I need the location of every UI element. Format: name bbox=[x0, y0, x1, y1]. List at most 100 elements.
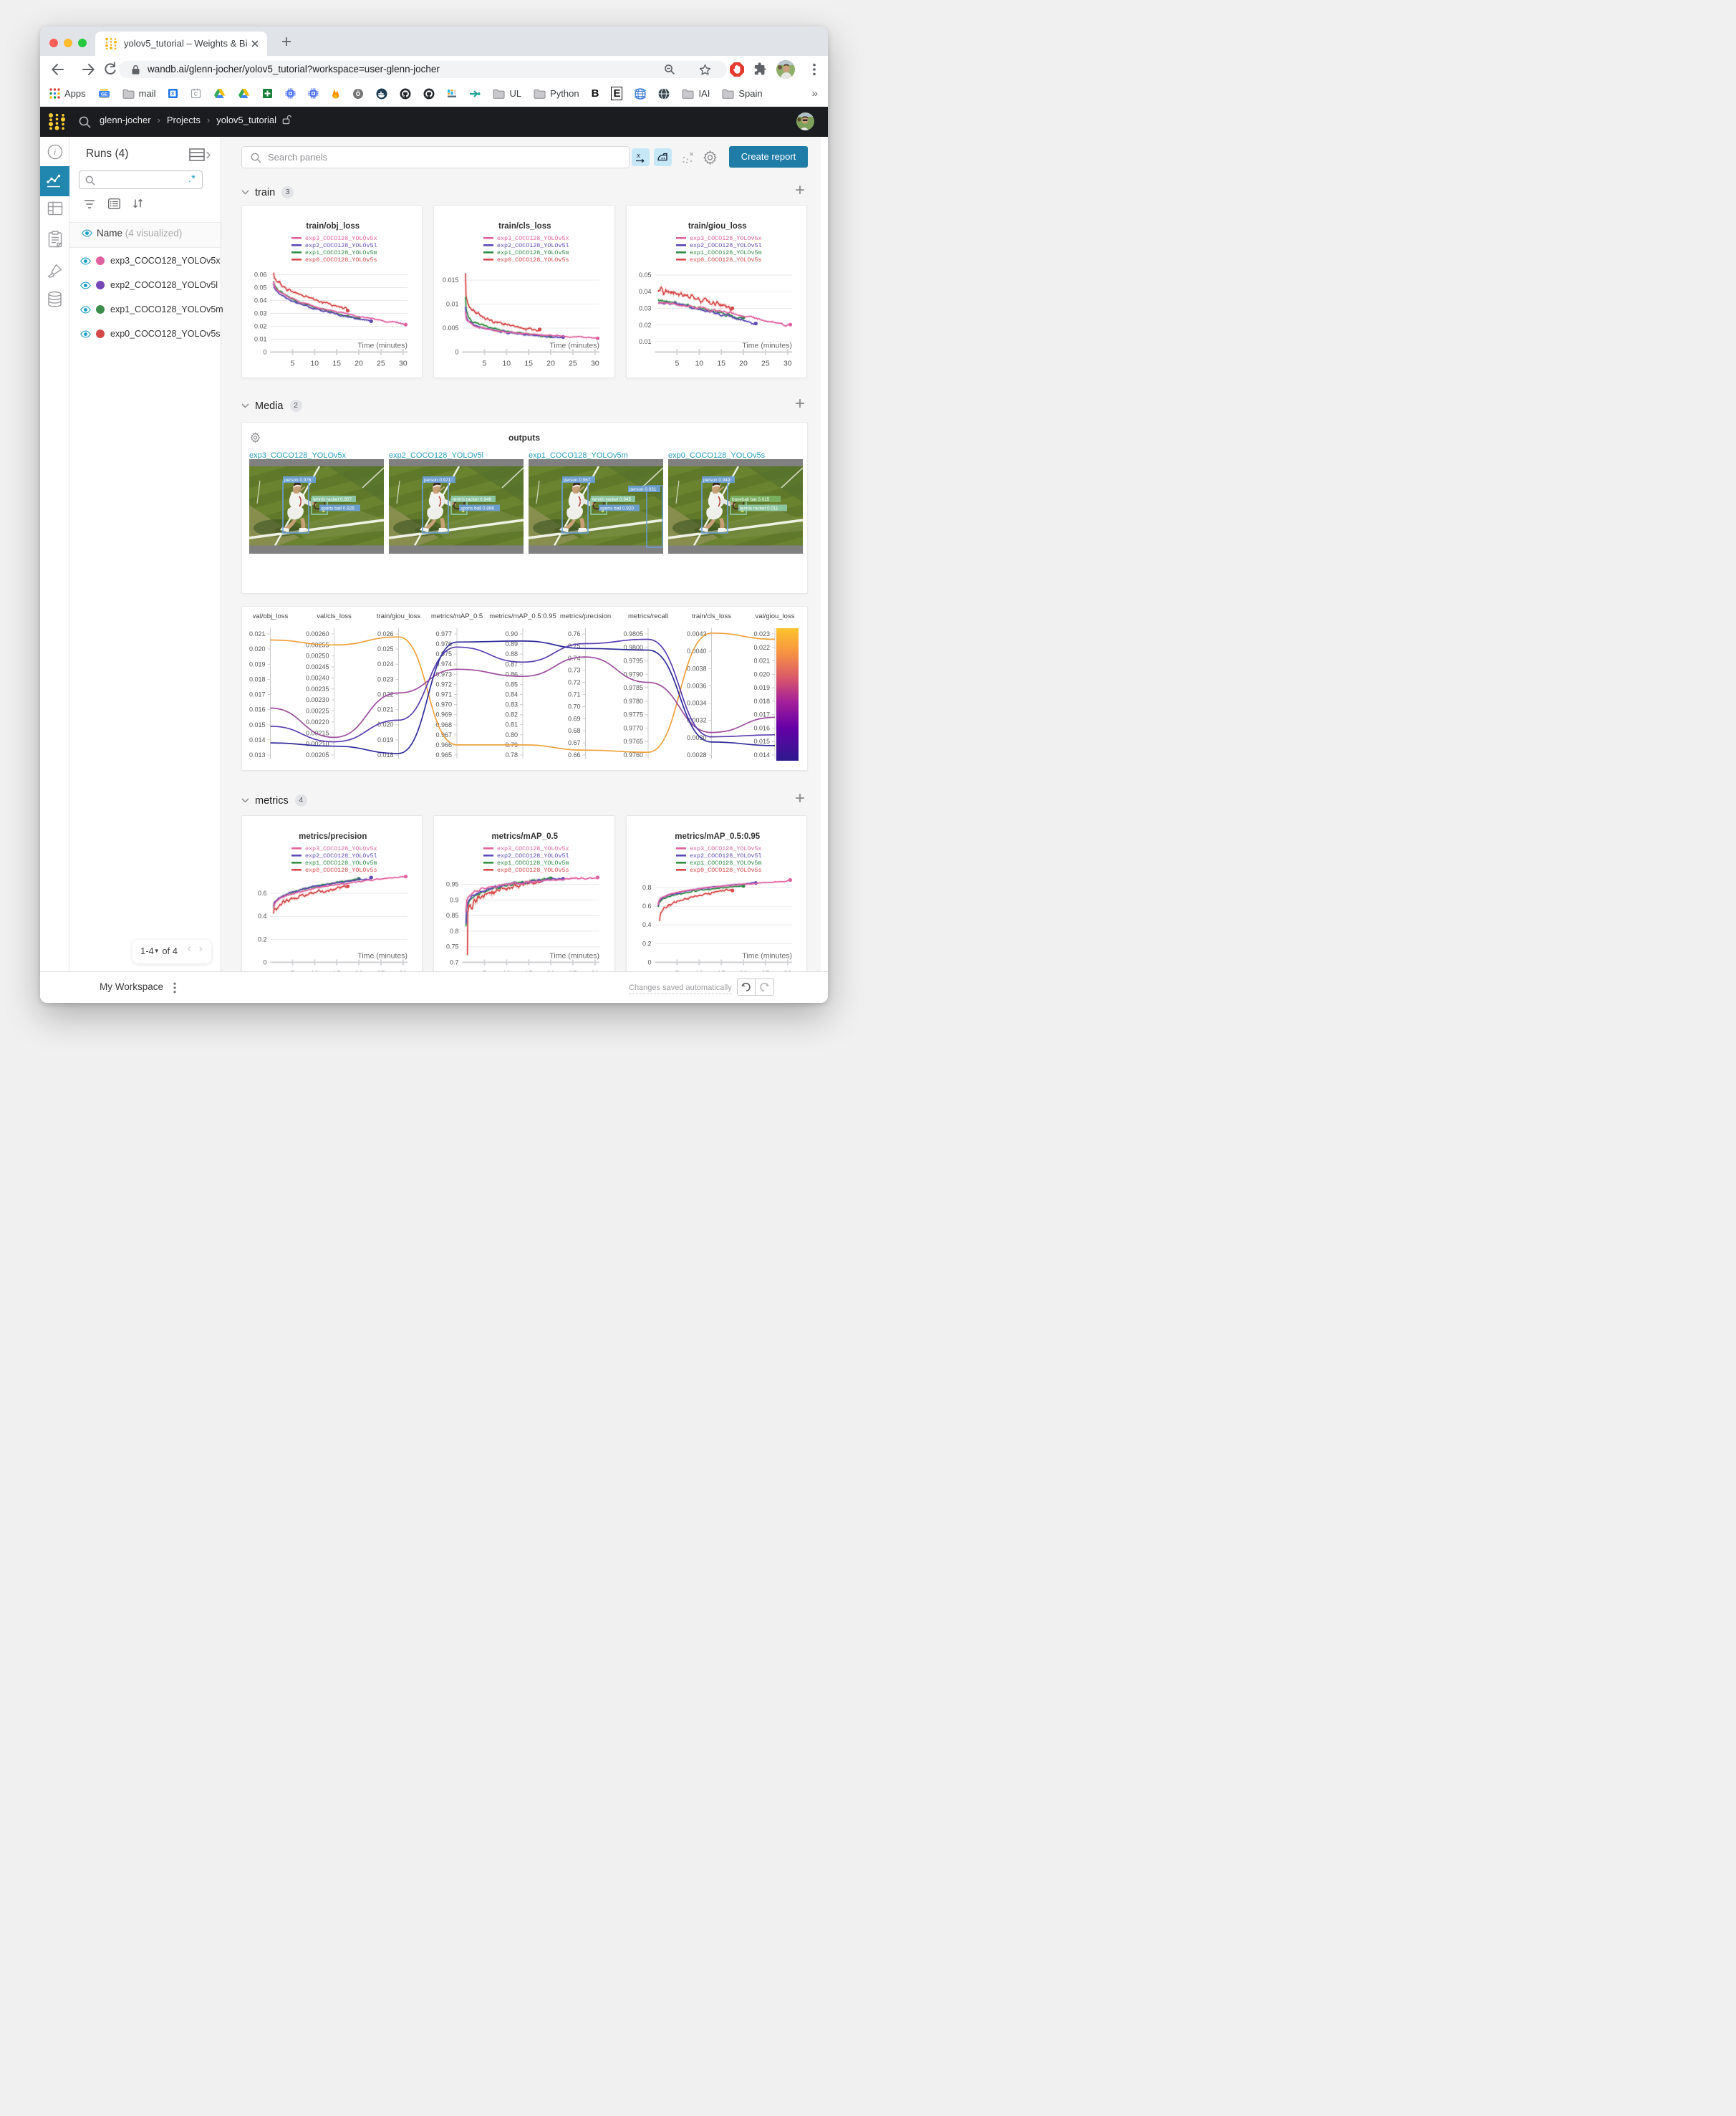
svg-text:0.966: 0.966 bbox=[435, 741, 452, 749]
svg-text:tennis racket 0.957: tennis racket 0.957 bbox=[313, 496, 352, 501]
svg-text:0.02: 0.02 bbox=[638, 322, 651, 329]
svg-text:train/giou_loss: train/giou_loss bbox=[376, 612, 420, 620]
svg-text:metrics/recall: metrics/recall bbox=[628, 612, 668, 620]
svg-text:0.04: 0.04 bbox=[254, 297, 266, 304]
svg-text:0.04: 0.04 bbox=[638, 288, 651, 295]
svg-text:0.017: 0.017 bbox=[753, 711, 770, 718]
svg-text:0.01: 0.01 bbox=[254, 336, 266, 343]
svg-text:0.00240: 0.00240 bbox=[305, 675, 329, 682]
svg-text:0.018: 0.018 bbox=[249, 675, 265, 683]
svg-text:0.66: 0.66 bbox=[567, 751, 580, 759]
svg-text:0.9770: 0.9770 bbox=[623, 724, 643, 731]
svg-text:0.9805: 0.9805 bbox=[623, 630, 643, 638]
svg-text:0.019: 0.019 bbox=[753, 684, 770, 691]
svg-text:0.023: 0.023 bbox=[377, 675, 393, 683]
svg-text:0.9760: 0.9760 bbox=[623, 751, 643, 759]
svg-text:0.73: 0.73 bbox=[567, 667, 580, 674]
svg-text:exp3_COCO128_YOLOv5x: exp3_COCO128_YOLOv5x bbox=[497, 845, 569, 852]
svg-text:0.024: 0.024 bbox=[377, 660, 393, 668]
svg-text:10: 10 bbox=[310, 360, 319, 368]
svg-text:baseball bat 0.015: baseball bat 0.015 bbox=[732, 496, 770, 501]
svg-text:0.00235: 0.00235 bbox=[305, 686, 329, 693]
svg-text:0.8: 0.8 bbox=[450, 927, 459, 934]
svg-text:0.00260: 0.00260 bbox=[305, 630, 329, 638]
svg-text:0: 0 bbox=[647, 958, 651, 966]
svg-text:0.00255: 0.00255 bbox=[305, 641, 329, 648]
svg-text:sports ball 0.896: sports ball 0.896 bbox=[460, 506, 494, 511]
svg-text:0.8: 0.8 bbox=[642, 884, 651, 891]
svg-text:0.017: 0.017 bbox=[249, 691, 265, 698]
svg-text:5: 5 bbox=[290, 360, 294, 368]
svg-text:0.019: 0.019 bbox=[377, 736, 393, 744]
svg-text:person 0.031: person 0.031 bbox=[630, 486, 657, 491]
svg-text:0.0036: 0.0036 bbox=[686, 682, 706, 689]
svg-text:exp2_COCO128_YOLOv5l: exp2_COCO128_YOLOv5l bbox=[305, 852, 377, 860]
svg-text:0.9790: 0.9790 bbox=[623, 670, 643, 678]
svg-text:0.67: 0.67 bbox=[567, 739, 580, 746]
svg-text:exp1_COCO128_YOLOv5m: exp1_COCO128_YOLOv5m bbox=[497, 860, 569, 867]
svg-text:metrics/mAP_0.5: metrics/mAP_0.5 bbox=[491, 832, 558, 841]
svg-text:0.69: 0.69 bbox=[567, 715, 580, 722]
svg-text:0.021: 0.021 bbox=[249, 630, 265, 638]
svg-text:0.4: 0.4 bbox=[257, 913, 266, 920]
svg-text:person 0.971: person 0.971 bbox=[424, 477, 451, 482]
svg-text:GE: GE bbox=[101, 92, 108, 97]
svg-text:tennis racket 0.946: tennis racket 0.946 bbox=[453, 496, 491, 501]
svg-text:0.00215: 0.00215 bbox=[305, 729, 329, 736]
svg-text:exp3_COCO128_YOLOv5x: exp3_COCO128_YOLOv5x bbox=[305, 845, 377, 852]
svg-text:person 0.967: person 0.967 bbox=[564, 477, 591, 482]
svg-text:0.2: 0.2 bbox=[642, 940, 651, 947]
svg-text:0.00220: 0.00220 bbox=[305, 718, 329, 726]
svg-text:0.016: 0.016 bbox=[249, 706, 265, 713]
svg-text:Time (minutes): Time (minutes) bbox=[357, 342, 408, 350]
svg-text:0.05: 0.05 bbox=[254, 284, 266, 292]
svg-text:0.72: 0.72 bbox=[567, 679, 580, 686]
svg-text:metrics/precision: metrics/precision bbox=[299, 832, 367, 841]
svg-text:0.90: 0.90 bbox=[505, 630, 518, 638]
svg-text:tennis racket 0.011: tennis racket 0.011 bbox=[740, 506, 778, 511]
svg-text:x: x bbox=[636, 151, 640, 160]
svg-text:0.89: 0.89 bbox=[505, 640, 518, 648]
svg-text:train/obj_loss: train/obj_loss bbox=[306, 222, 360, 231]
svg-text:Time (minutes): Time (minutes) bbox=[549, 342, 599, 350]
svg-text:0.85: 0.85 bbox=[505, 681, 518, 688]
svg-text:0.970: 0.970 bbox=[435, 701, 452, 708]
svg-text:exp1_COCO128_YOLOv5m: exp1_COCO128_YOLOv5m bbox=[305, 249, 377, 256]
svg-text:0.83: 0.83 bbox=[505, 701, 518, 708]
svg-text:0.020: 0.020 bbox=[753, 670, 770, 678]
svg-text:0.95: 0.95 bbox=[446, 880, 459, 888]
svg-text:exp0_COCO128_YOLOv5s: exp0_COCO128_YOLOv5s bbox=[690, 256, 762, 264]
svg-text:20: 20 bbox=[355, 360, 363, 368]
svg-text:val/giou_loss: val/giou_loss bbox=[755, 612, 794, 620]
svg-text:0: 0 bbox=[263, 958, 266, 966]
svg-text:0.6: 0.6 bbox=[257, 890, 266, 897]
svg-text:0.018: 0.018 bbox=[377, 751, 393, 759]
svg-text:0.78: 0.78 bbox=[505, 751, 518, 759]
svg-text:0.00205: 0.00205 bbox=[305, 751, 329, 759]
svg-text:0.014: 0.014 bbox=[753, 751, 770, 759]
svg-text:0.015: 0.015 bbox=[443, 276, 459, 284]
svg-text:0.0038: 0.0038 bbox=[686, 665, 706, 672]
svg-text:C: C bbox=[194, 92, 198, 97]
svg-text:exp3_COCO128_YOLOv5x: exp3_COCO128_YOLOv5x bbox=[497, 235, 569, 242]
svg-text:exp1_COCO128_YOLOv5m: exp1_COCO128_YOLOv5m bbox=[305, 860, 377, 867]
svg-text:25: 25 bbox=[569, 360, 577, 368]
svg-text:0.86: 0.86 bbox=[505, 670, 518, 678]
svg-text:0.016: 0.016 bbox=[753, 724, 770, 731]
svg-text:0.973: 0.973 bbox=[435, 670, 452, 678]
svg-text:30: 30 bbox=[591, 360, 599, 368]
svg-text:0.975: 0.975 bbox=[435, 650, 452, 658]
svg-text:0.0042: 0.0042 bbox=[686, 630, 706, 638]
svg-text:exp2_COCO128_YOLOv5l: exp2_COCO128_YOLOv5l bbox=[305, 242, 377, 249]
svg-text:val/obj_loss: val/obj_loss bbox=[252, 612, 288, 620]
svg-text:0.976: 0.976 bbox=[435, 640, 452, 648]
svg-text:exp2_COCO128_YOLOv5l: exp2_COCO128_YOLOv5l bbox=[690, 242, 762, 249]
svg-text:0.023: 0.023 bbox=[753, 630, 770, 638]
svg-text:0.013: 0.013 bbox=[249, 751, 265, 759]
svg-text:0.019: 0.019 bbox=[249, 660, 265, 668]
svg-text:0.03: 0.03 bbox=[638, 305, 651, 312]
svg-text:0.2: 0.2 bbox=[257, 936, 266, 943]
svg-text:exp2_COCO128_YOLOv5l: exp2_COCO128_YOLOv5l bbox=[497, 852, 569, 860]
svg-text:0.026: 0.026 bbox=[377, 630, 393, 638]
svg-text:0.014: 0.014 bbox=[249, 736, 265, 744]
